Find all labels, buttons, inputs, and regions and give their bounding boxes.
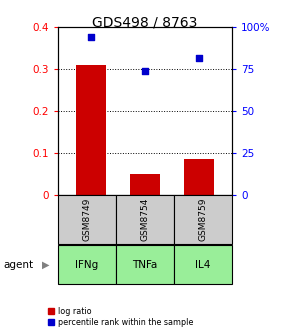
Text: GSM8749: GSM8749 [82, 198, 92, 241]
Text: agent: agent [3, 260, 33, 269]
Text: TNFa: TNFa [132, 260, 158, 269]
Text: ▶: ▶ [42, 260, 50, 269]
Point [143, 68, 147, 74]
Text: GDS498 / 8763: GDS498 / 8763 [92, 15, 198, 29]
Text: GSM8759: GSM8759 [198, 198, 208, 241]
Text: IFNg: IFNg [75, 260, 99, 269]
Point [197, 56, 202, 61]
Point [88, 35, 93, 40]
Text: GSM8754: GSM8754 [140, 198, 150, 241]
Bar [184, 159, 214, 195]
Text: IL4: IL4 [195, 260, 211, 269]
Bar [130, 174, 160, 195]
Legend: log ratio, percentile rank within the sample: log ratio, percentile rank within the sa… [45, 303, 196, 330]
Bar [76, 65, 106, 195]
